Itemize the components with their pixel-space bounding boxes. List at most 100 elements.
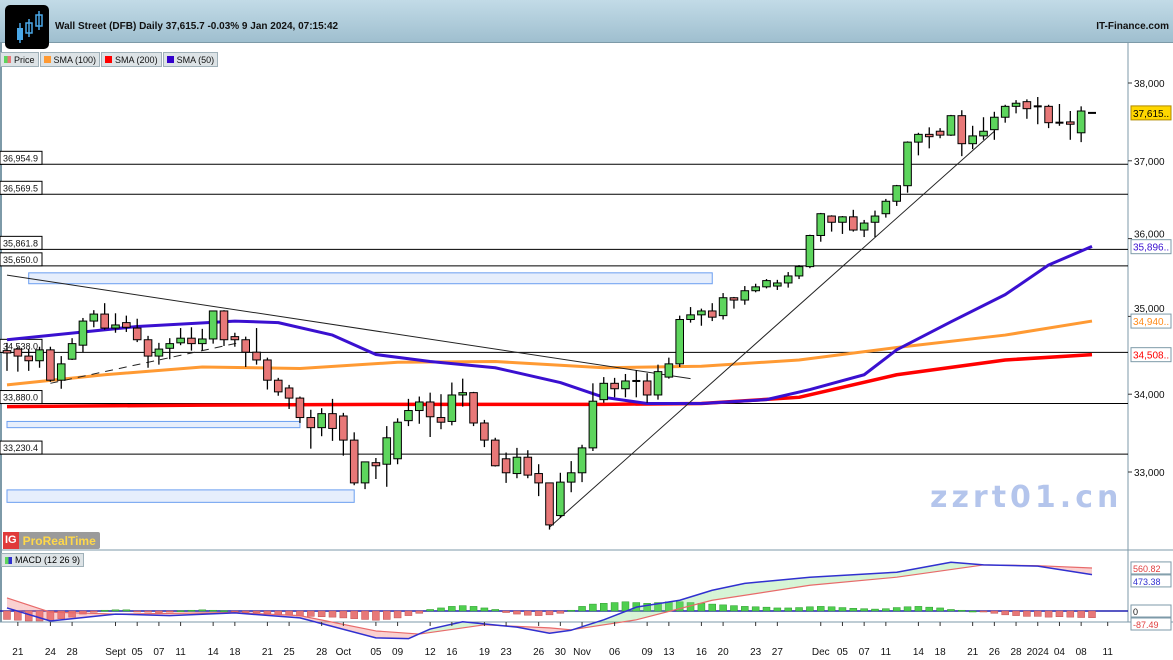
macd-histogram-bar: [372, 610, 380, 621]
macd-histogram-bar: [610, 602, 619, 612]
candle: [534, 464, 543, 497]
level-label: 36,954.9: [3, 153, 38, 163]
macd-signal-fill: [457, 621, 463, 629]
legend-swatch-icon: [105, 56, 113, 63]
support-resistance-zone: [28, 272, 713, 285]
candle: [1055, 104, 1064, 126]
watermark: zzrt01.cn: [930, 480, 1123, 515]
legend-item[interactable]: SMA (200): [101, 52, 162, 67]
macd-tag-label: 560.82: [1133, 564, 1161, 574]
time-tick-label: 13: [663, 647, 675, 658]
candle-body: [78, 320, 88, 346]
macd-histogram-bar: [958, 609, 966, 612]
candle-body: [697, 310, 706, 316]
candle-body: [24, 355, 33, 362]
time-tick-label: 28: [316, 647, 328, 658]
macd-signal-fill: [365, 628, 371, 637]
macd-signal-fill: [837, 575, 843, 583]
macd-histogram-bar: [773, 607, 782, 612]
candle-body: [252, 351, 261, 361]
macd-signal-fill: [717, 587, 724, 600]
candle: [100, 303, 109, 330]
candle-body: [56, 363, 66, 381]
macd-histogram-bar: [122, 609, 131, 612]
macd-line: [6, 561, 1093, 640]
macd-signal-fill: [39, 608, 45, 620]
time-tick-label: 21: [12, 647, 24, 658]
support-resistance-zone: [6, 420, 301, 429]
candle: [632, 370, 641, 398]
legend-item[interactable]: SMA (100): [39, 52, 101, 67]
candle: [35, 346, 44, 368]
macd-histogram-bar: [936, 607, 944, 612]
macd-signal-fill: [891, 572, 897, 578]
macd-histogram-bar: [361, 610, 369, 620]
candle-body: [122, 322, 131, 328]
candle-body: [132, 327, 142, 341]
candle: [458, 378, 467, 407]
macd-signal-fill: [766, 580, 772, 592]
time-tick-label: 19: [479, 647, 491, 658]
macd-histogram-bar: [241, 610, 250, 613]
macd-signal-fill: [630, 607, 637, 621]
time-tick-label: 28: [1010, 647, 1022, 658]
candle: [111, 313, 120, 333]
time-tick-label: 09: [392, 647, 404, 658]
candle: [914, 132, 923, 156]
macd-histogram-bar: [90, 610, 98, 613]
candle-body: [1044, 105, 1053, 124]
time-tick-label: 05: [370, 647, 382, 658]
candle-body: [718, 297, 728, 317]
legend-item[interactable]: Price: [0, 52, 39, 67]
time-tick-label: 24: [45, 647, 57, 658]
macd-signal-fill: [864, 573, 870, 581]
candle: [1000, 104, 1010, 123]
macd-histogram-bar: [415, 610, 424, 614]
macd-histogram-bar: [751, 606, 760, 612]
macd-histogram-bar: [1077, 610, 1085, 618]
macd-histogram-bar: [600, 603, 608, 612]
candle: [2, 342, 12, 371]
price-pane: [0, 43, 1128, 550]
macd-tag-box: [1130, 574, 1172, 588]
candle-body: [480, 422, 489, 441]
macd-legend[interactable]: MACD (12 26 9): [1, 553, 85, 567]
candle: [762, 279, 771, 289]
candle: [480, 419, 489, 448]
macd-histogram-bar: [100, 609, 109, 612]
candlestick-logo-icon: [5, 5, 49, 49]
candle-body: [556, 481, 565, 517]
candle-body: [111, 324, 120, 329]
candle-body: [990, 116, 999, 131]
macd-signal-fill: [880, 572, 886, 579]
time-tick-label: 2024: [1027, 647, 1050, 658]
legend-item[interactable]: SMA (50): [162, 52, 219, 67]
macd-signal-fill: [902, 570, 908, 577]
macd-histogram-bar: [882, 608, 890, 612]
candle-body: [1022, 101, 1032, 110]
macd-histogram-bar: [860, 608, 868, 612]
time-tick-label: 07: [153, 647, 165, 658]
macd-signal-fill: [826, 575, 832, 584]
macd-signal-fill: [956, 562, 962, 569]
candle: [284, 384, 294, 409]
candle: [1022, 99, 1032, 119]
ig-logo-text: IG: [3, 532, 19, 549]
candle-body: [447, 394, 457, 422]
macd-histogram-bar: [3, 610, 11, 620]
candle: [469, 391, 478, 427]
candle-body: [935, 130, 945, 136]
candle: [154, 342, 164, 365]
candle-body: [729, 297, 739, 301]
macd-histogram-bar: [458, 605, 467, 612]
time-tick-label: 06: [609, 647, 621, 658]
instrument-title: Wall Street (DFB) Daily 37,615.7 -0.03% …: [55, 21, 339, 32]
candle: [838, 216, 847, 234]
macd-histogram-bar: [220, 610, 228, 612]
macd-histogram-bar: [827, 606, 836, 612]
candle-body: [404, 410, 413, 422]
sma-100-line: [6, 319, 1093, 387]
time-tick-label: 05: [132, 647, 144, 658]
candle-body: [241, 339, 250, 353]
